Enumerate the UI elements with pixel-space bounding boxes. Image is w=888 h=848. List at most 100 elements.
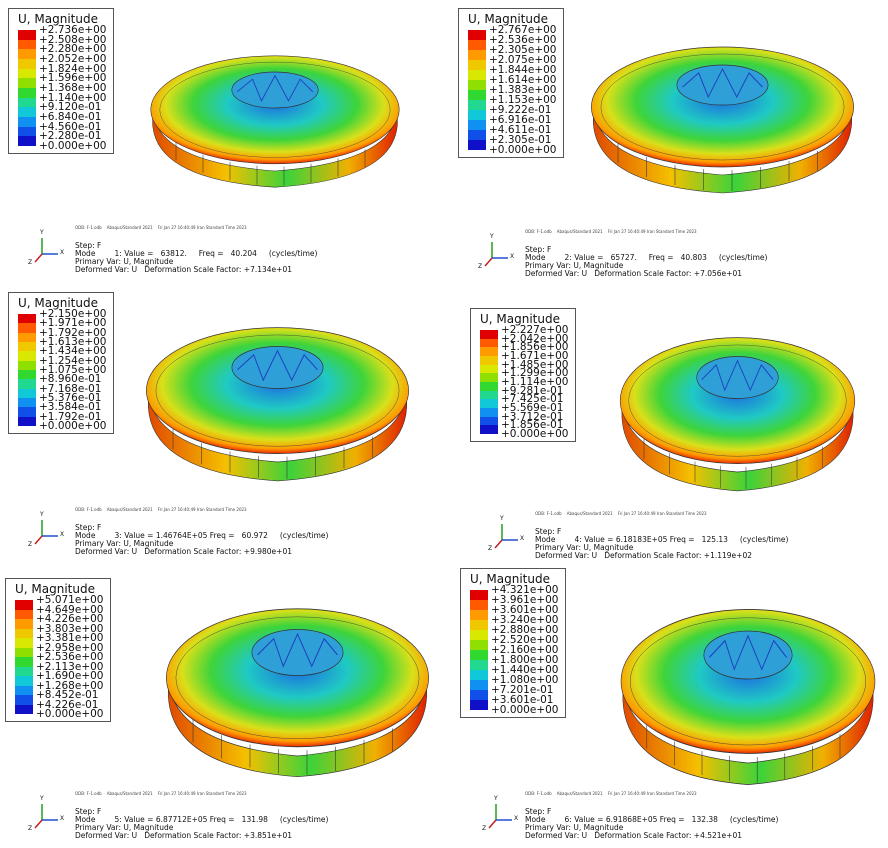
color-band <box>15 648 33 658</box>
color-band <box>480 347 498 356</box>
color-band <box>15 667 33 677</box>
color-band <box>468 80 486 90</box>
color-band <box>480 408 498 417</box>
color-band <box>15 676 33 686</box>
mode-render <box>166 609 428 777</box>
legend-label: +0.000e+00 <box>39 421 106 432</box>
axis-triad <box>489 804 512 828</box>
axis-label: Z <box>488 546 492 552</box>
color-band <box>468 70 486 80</box>
color-band <box>15 619 33 629</box>
color-band <box>15 686 33 696</box>
odb-header: ODB: F-1.odb Abaqus/Standard 2021 Fri Ja… <box>75 508 247 512</box>
color-band <box>470 670 488 680</box>
color-band <box>468 50 486 60</box>
mode-render <box>620 338 855 491</box>
color-band <box>15 638 33 648</box>
axis-triad <box>35 804 58 828</box>
axis-label: Y <box>500 516 504 522</box>
color-band <box>468 100 486 110</box>
color-band <box>468 140 486 150</box>
color-band <box>468 110 486 120</box>
axis-triad <box>495 524 518 548</box>
axis-label: X <box>60 816 64 822</box>
color-band <box>15 695 33 705</box>
color-band <box>470 660 488 670</box>
color-band <box>18 127 36 137</box>
color-band <box>18 389 36 398</box>
color-band <box>468 30 486 40</box>
axis-label: Y <box>494 796 498 802</box>
mode-render <box>591 47 853 193</box>
color-band <box>480 399 498 408</box>
color-band <box>470 590 488 600</box>
color-band <box>18 417 36 426</box>
odb-header: ODB: F-1.odb Abaqus/Standard 2021 Fri Ja… <box>535 512 707 516</box>
color-band <box>18 69 36 79</box>
color-band <box>470 620 488 630</box>
axis-triad <box>35 520 58 544</box>
color-band <box>468 90 486 100</box>
color-band <box>18 398 36 407</box>
mode-render <box>621 609 875 784</box>
mode-render <box>146 328 408 481</box>
axis-label: Y <box>40 512 44 518</box>
color-band <box>480 339 498 348</box>
axis-triad <box>485 242 508 266</box>
color-band <box>468 120 486 130</box>
color-band <box>18 136 36 146</box>
step-info: Deformed Var: U Deformation Scale Factor… <box>75 266 292 274</box>
color-band <box>468 60 486 70</box>
axis-label: Y <box>490 234 494 240</box>
odb-header: ODB: F-1.odb Abaqus/Standard 2021 Fri Ja… <box>75 226 247 230</box>
renders <box>0 0 888 848</box>
color-band <box>470 690 488 700</box>
step-info: Deformed Var: U Deformation Scale Factor… <box>525 832 742 840</box>
legend-label: +0.000e+00 <box>489 145 556 156</box>
legend-label: +0.000e+00 <box>491 705 558 716</box>
axis-label: Z <box>478 264 482 270</box>
odb-header: ODB: F-1.odb Abaqus/Standard 2021 Fri Ja… <box>525 792 697 796</box>
color-band <box>480 330 498 339</box>
axis-label: X <box>510 254 514 260</box>
color-band <box>18 40 36 50</box>
axis-label: Y <box>40 230 44 236</box>
color-band <box>18 407 36 416</box>
step-info: Deformed Var: U Deformation Scale Factor… <box>525 270 742 278</box>
color-band <box>18 117 36 127</box>
axis-label: Z <box>28 826 32 832</box>
color-band <box>480 417 498 426</box>
axis-triad <box>35 238 58 262</box>
color-band <box>18 49 36 59</box>
axis-label: Z <box>482 826 486 832</box>
color-band <box>480 356 498 365</box>
color-band <box>480 365 498 374</box>
color-band <box>18 30 36 40</box>
mode-render <box>151 56 399 187</box>
step-info: Deformed Var: U Deformation Scale Factor… <box>75 832 292 840</box>
color-band <box>15 600 33 610</box>
odb-header: ODB: F-1.odb Abaqus/Standard 2021 Fri Ja… <box>75 792 247 796</box>
axis-label: X <box>60 250 64 256</box>
color-band <box>468 130 486 140</box>
legend-label: +0.000e+00 <box>39 141 106 152</box>
color-band <box>468 40 486 50</box>
color-band <box>18 323 36 332</box>
odb-header: ODB: F-1.odb Abaqus/Standard 2021 Fri Ja… <box>525 230 697 234</box>
legend-label: +0.000e+00 <box>36 709 103 720</box>
color-band <box>480 391 498 400</box>
axis-label: Z <box>28 542 32 548</box>
color-band <box>480 382 498 391</box>
color-band <box>15 705 33 715</box>
axis-label: X <box>60 532 64 538</box>
color-band <box>18 333 36 342</box>
step-info: Deformed Var: U Deformation Scale Factor… <box>535 552 752 560</box>
color-band <box>470 610 488 620</box>
color-band <box>15 610 33 620</box>
color-band <box>480 373 498 382</box>
step-info: Deformed Var: U Deformation Scale Factor… <box>75 548 292 556</box>
color-band <box>470 680 488 690</box>
legend-label: +0.000e+00 <box>501 429 568 440</box>
color-band <box>18 342 36 351</box>
axis-label: X <box>520 536 524 542</box>
